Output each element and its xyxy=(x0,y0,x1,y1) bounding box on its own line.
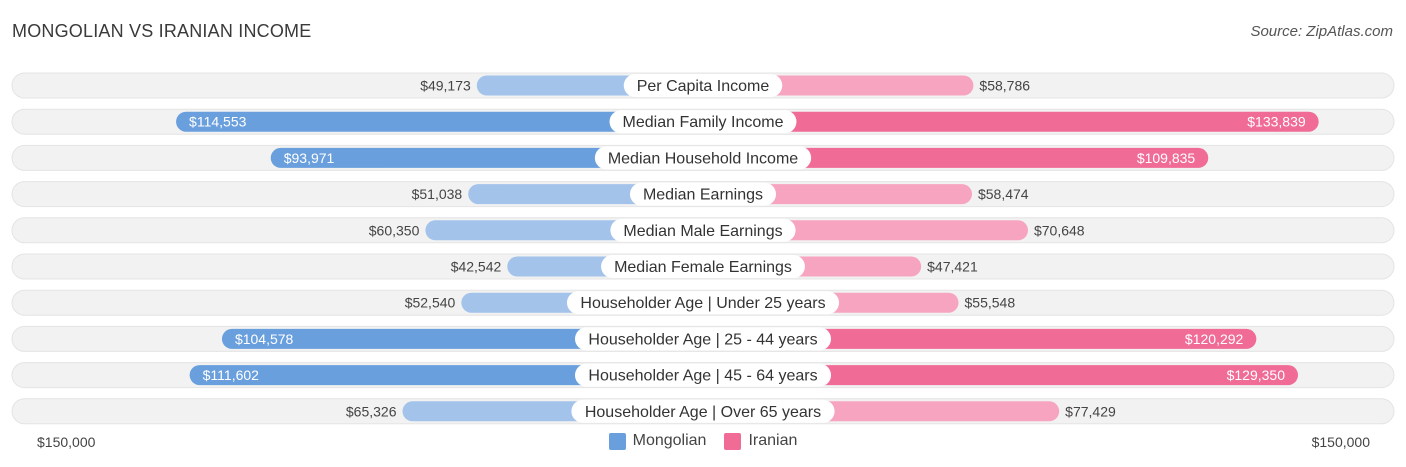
legend-label-mongolian: Mongolian xyxy=(632,432,707,449)
axis-right-max-label: $150,000 xyxy=(1311,434,1370,450)
category-pill xyxy=(571,399,835,423)
value-label-iranian: $58,786 xyxy=(979,78,1030,94)
bar-mongolian xyxy=(270,147,703,168)
value-label-mongolian: $42,542 xyxy=(451,259,502,275)
value-label-iranian: $129,350 xyxy=(1227,367,1286,383)
value-label-iranian: $109,835 xyxy=(1137,150,1196,166)
bar-mongolian xyxy=(176,111,703,132)
axis-left-max-label: $150,000 xyxy=(37,434,96,450)
source-label: Source: ZipAtlas.com xyxy=(1250,23,1393,40)
category-pill xyxy=(623,74,783,97)
category-label: Median Earnings xyxy=(643,187,763,204)
category-pill xyxy=(610,218,796,242)
value-label-iranian: $120,292 xyxy=(1185,331,1244,347)
bar-iranian xyxy=(703,328,1257,349)
value-label-iranian: $47,421 xyxy=(927,259,978,275)
income-comparison-chart: $49,173 $58,786 Per Capita Income $114,553 $… xyxy=(11,72,1395,425)
value-label-mongolian: $51,038 xyxy=(412,186,463,202)
legend-item-iranian[interactable]: Iranian xyxy=(724,432,797,450)
category-label: Householder Age | Under 25 years xyxy=(580,295,825,312)
value-label-mongolian: $60,350 xyxy=(369,222,420,238)
value-label-iranian: $58,474 xyxy=(978,186,1029,202)
category-label: Per Capita Income xyxy=(637,78,770,95)
category-label: Median Female Earnings xyxy=(614,259,792,276)
value-label-mongolian: $104,578 xyxy=(235,331,294,347)
value-label-mongolian: $49,173 xyxy=(420,78,471,94)
value-label-mongolian: $65,326 xyxy=(346,403,397,419)
bar-mongolian xyxy=(189,365,703,386)
chart-title: MONGOLIAN VS IRANIAN INCOME xyxy=(12,21,312,41)
legend-swatch-iranian xyxy=(724,432,742,450)
category-label: Median Household Income xyxy=(608,150,798,167)
value-label-mongolian: $93,971 xyxy=(284,150,335,166)
category-pill xyxy=(594,146,812,170)
value-label-mongolian: $111,602 xyxy=(203,367,260,383)
category-label: Median Male Earnings xyxy=(623,223,782,240)
value-label-iranian: $55,548 xyxy=(965,295,1016,311)
bar-iranian xyxy=(703,111,1319,132)
category-label: Householder Age | Over 65 years xyxy=(585,404,821,421)
legend-swatch-mongolian xyxy=(608,432,626,450)
category-label: Householder Age | 45 - 64 years xyxy=(588,368,817,385)
bar-iranian xyxy=(703,147,1209,168)
category-pill xyxy=(574,327,832,351)
value-label-mongolian: $114,553 xyxy=(189,114,247,130)
category-pill xyxy=(609,110,797,134)
legend-item-mongolian[interactable]: Mongolian xyxy=(608,432,707,450)
category-pill xyxy=(574,363,832,387)
value-label-iranian: $133,839 xyxy=(1247,114,1306,130)
value-label-iranian: $70,648 xyxy=(1034,222,1085,238)
category-label: Median Family Income xyxy=(623,114,784,131)
legend-label-iranian: Iranian xyxy=(748,432,798,449)
value-label-mongolian: $52,540 xyxy=(405,295,456,311)
category-pill xyxy=(566,291,840,315)
legend: Mongolian Iranian xyxy=(0,432,1406,450)
bar-iranian xyxy=(703,365,1299,386)
category-pill xyxy=(601,255,805,278)
category-label: Householder Age | 25 - 44 years xyxy=(588,331,817,348)
category-pill xyxy=(629,182,777,206)
value-label-iranian: $77,429 xyxy=(1065,403,1116,419)
